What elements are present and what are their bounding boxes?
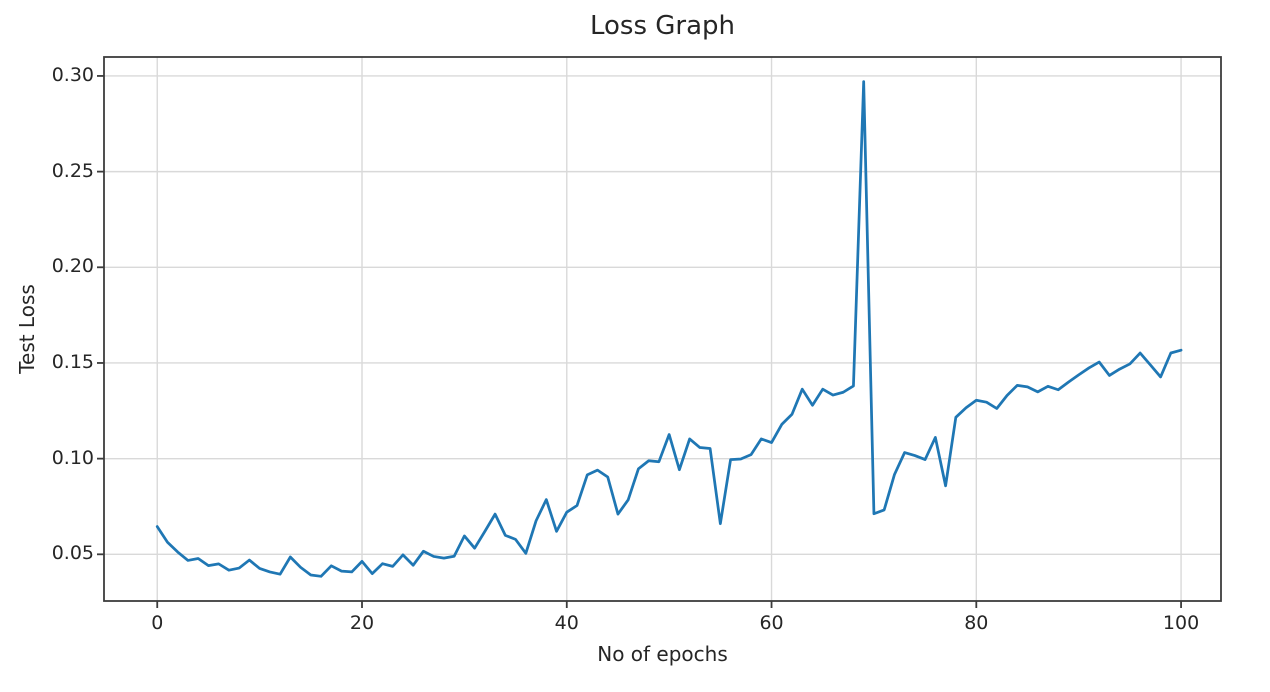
x-tick-label: 80 (964, 612, 989, 634)
y-tick-label: 0.10 (51, 446, 94, 469)
y-tick-label: 0.15 (51, 350, 94, 373)
chart-title: Loss Graph (589, 11, 736, 41)
y-tick-label: 0.05 (51, 542, 94, 565)
plot-area (97, 56, 1222, 608)
x-axis-label: No of epochs (597, 642, 728, 666)
x-tick-label: 100 (1162, 612, 1200, 634)
y-tick-label: 0.30 (51, 63, 94, 86)
x-tick-label: 40 (554, 612, 579, 634)
y-tick-label: 0.20 (51, 255, 94, 278)
x-tick-label: 60 (759, 612, 784, 634)
y-tick-label: 0.25 (51, 159, 94, 182)
plot-spines (103, 56, 1222, 602)
loss-line (155, 80, 1183, 578)
x-tick-label: 0 (151, 612, 164, 634)
x-tick-label: 20 (349, 612, 375, 634)
